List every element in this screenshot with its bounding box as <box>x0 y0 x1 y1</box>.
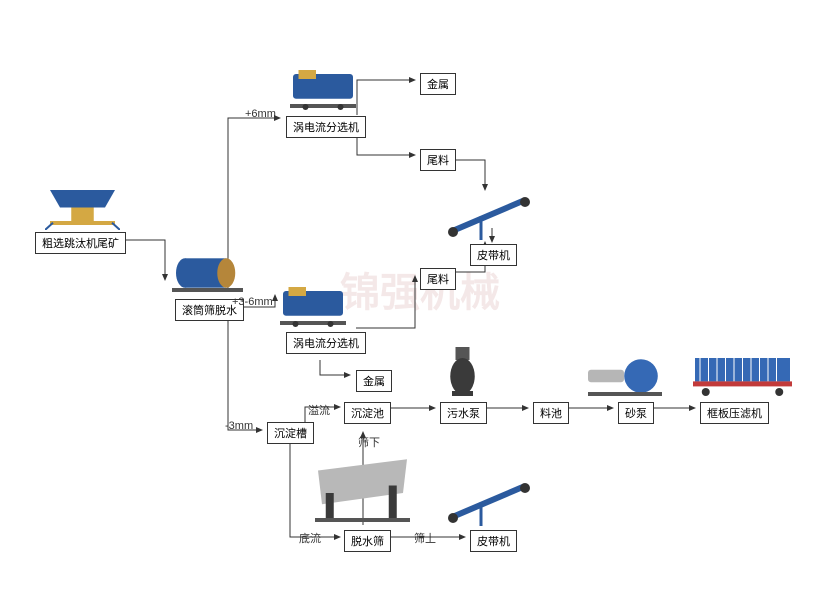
label-screen-under: 筛下 <box>358 434 380 450</box>
node-input: 粗选跳汰机尾矿 <box>35 232 126 254</box>
branch-3to6: +3-6mm <box>232 296 273 308</box>
node-eddy-2: 涡电流分选机 <box>286 332 366 354</box>
node-tail-1: 尾料 <box>420 149 456 171</box>
node-tail-2: 尾料 <box>420 268 456 290</box>
node-metal-1: 金属 <box>420 73 456 95</box>
branch-plus6: +6mm <box>245 108 276 120</box>
node-sand-pump: 砂泵 <box>618 402 654 424</box>
branch-minus3: -3mm <box>225 420 253 432</box>
node-settle-pond: 沉淀池 <box>344 402 391 424</box>
label-overflow: 溢流 <box>308 402 330 418</box>
node-metal-2: 金属 <box>356 370 392 392</box>
node-belt-1: 皮带机 <box>470 244 517 266</box>
node-sewage-pump: 污水泵 <box>440 402 487 424</box>
flow-arrows <box>0 0 837 593</box>
label-underflow: 底流 <box>299 530 321 546</box>
node-belt-2: 皮带机 <box>470 530 517 552</box>
node-dewater-screen: 脱水筛 <box>344 530 391 552</box>
label-screen-over: 筛上 <box>414 530 436 546</box>
node-filter-press: 框板压滤机 <box>700 402 769 424</box>
node-tank: 料池 <box>533 402 569 424</box>
node-eddy-1: 涡电流分选机 <box>286 116 366 138</box>
node-settling-tank: 沉淀槽 <box>267 422 314 444</box>
